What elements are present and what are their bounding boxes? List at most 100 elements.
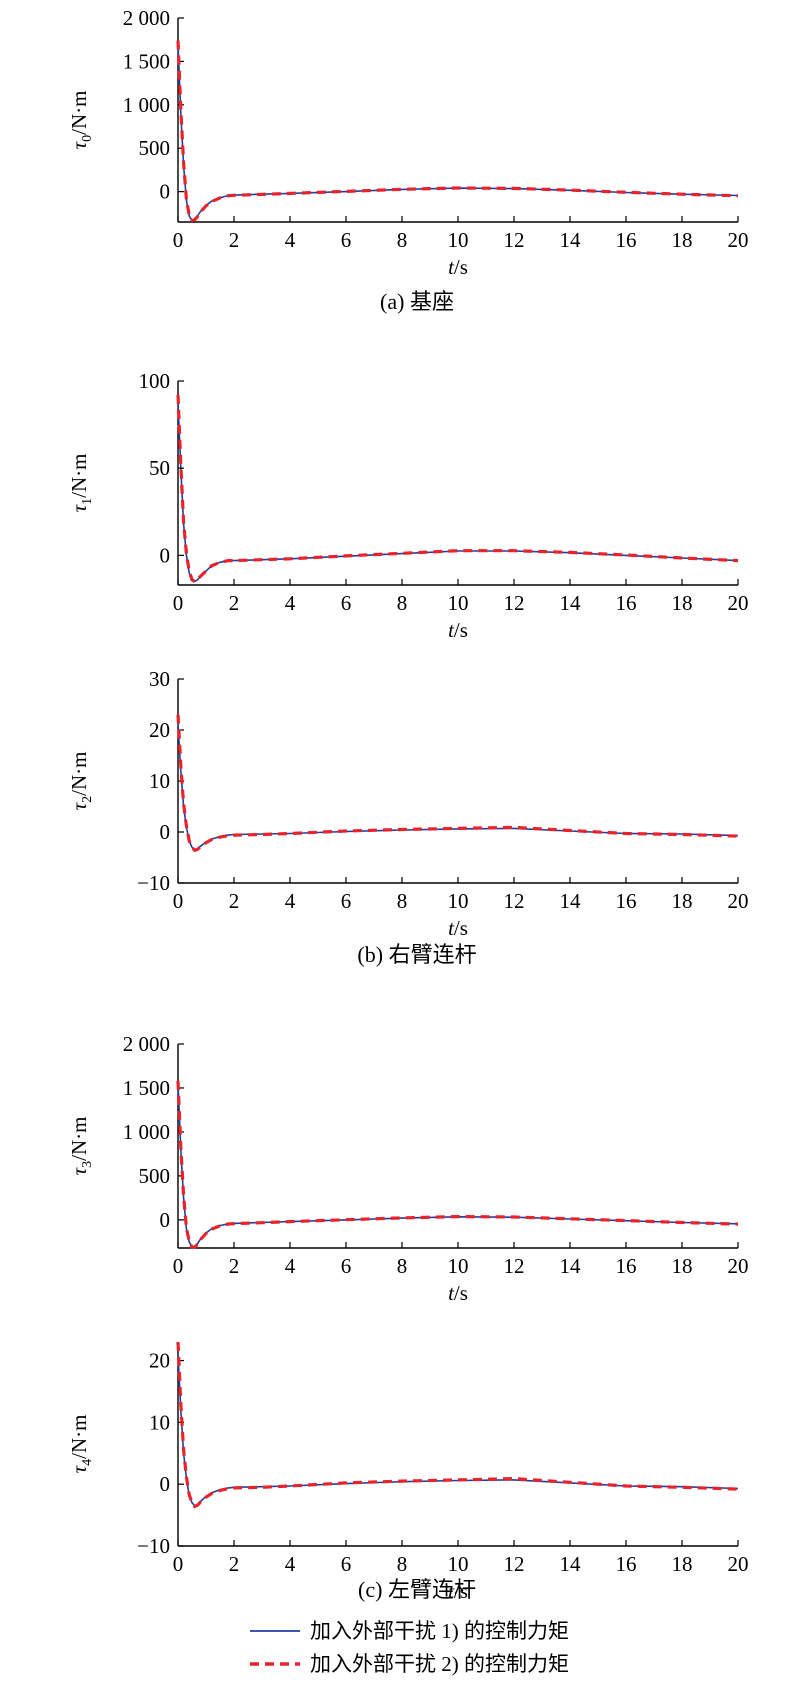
x-tick-label: 8: [397, 1254, 408, 1278]
x-tick-label: 8: [397, 591, 408, 615]
x-tick-label: 2: [229, 228, 240, 252]
y-tick-label: −10: [137, 1534, 170, 1558]
x-tick-label: 0: [173, 889, 184, 913]
x-tick-label: 6: [341, 591, 352, 615]
y-tick-label: 20: [149, 1349, 170, 1373]
x-tick-label: 18: [672, 1254, 693, 1278]
series-line-disturbance-1: [177, 401, 739, 583]
x-tick-label: 10: [448, 1254, 469, 1278]
x-tick-label: 4: [285, 228, 296, 252]
y-tick-label: 1 500: [123, 1076, 170, 1100]
x-tick-label: 14: [560, 1254, 582, 1278]
x-tick-label: 2: [229, 889, 240, 913]
chart-panel-tau1: 0 2 4 6 8 10 12 14 16 18 20 0 50 100 t/s τ1/N·m: [67, 369, 749, 642]
y-tick-label: 500: [139, 136, 171, 160]
x-tick-label: 10: [448, 228, 469, 252]
legend: 加入外部干扰 1) 的控制力矩 加入外部干扰 2) 的控制力矩: [250, 1619, 569, 1676]
x-tick-label: 20: [728, 591, 749, 615]
x-axis-label: t/s: [448, 916, 468, 940]
series-line-disturbance-2: [176, 1080, 739, 1249]
x-tick-label: 6: [341, 1552, 352, 1576]
caption-b: (b) 右臂连杆: [357, 942, 476, 967]
caption-a: (a) 基座: [380, 289, 454, 314]
series-line-disturbance-2: [176, 40, 739, 223]
series-line-disturbance-2: [176, 1341, 739, 1509]
y-axis-label: τ1/N·m: [67, 454, 95, 513]
x-tick-label: 10: [448, 889, 469, 913]
x-tick-label: 12: [504, 1552, 525, 1576]
y-tick-label: 50: [149, 456, 170, 480]
x-tick-label: 6: [341, 889, 352, 913]
series-line-disturbance-1: [177, 724, 739, 851]
x-tick-label: 16: [616, 1552, 637, 1576]
series-line-disturbance-1: [177, 1083, 739, 1248]
legend-label-series1: 加入外部干扰 1) 的控制力矩: [310, 1619, 569, 1643]
x-axis-label: t/s: [448, 618, 468, 642]
x-tick-label: 14: [560, 1552, 582, 1576]
x-tick-label: 20: [728, 228, 749, 252]
x-tick-label: 4: [285, 889, 296, 913]
x-tick-label: 0: [173, 1552, 184, 1576]
x-tick-label: 14: [560, 591, 582, 615]
x-tick-label: 6: [341, 228, 352, 252]
y-axis-label: τ4/N·m: [67, 1415, 95, 1474]
x-tick-label: 14: [560, 228, 582, 252]
x-tick-label: 20: [728, 1254, 749, 1278]
y-tick-label: 0: [160, 820, 171, 844]
y-tick-label: 500: [139, 1164, 171, 1188]
caption-c: (c) 左臂连杆: [358, 1577, 476, 1602]
series-line-disturbance-2: [176, 714, 739, 853]
x-tick-label: 0: [173, 1254, 184, 1278]
x-tick-label: 0: [173, 228, 184, 252]
x-tick-label: 2: [229, 1254, 240, 1278]
x-tick-label: 4: [285, 591, 296, 615]
x-tick-label: 14: [560, 889, 582, 913]
x-axis-label: t/s: [448, 1579, 468, 1603]
x-tick-label: 16: [616, 591, 637, 615]
x-tick-label: 8: [397, 889, 408, 913]
y-tick-label: 0: [160, 1472, 171, 1496]
y-tick-label: 0: [160, 180, 171, 204]
y-axis-label: τ2/N·m: [67, 752, 95, 811]
y-tick-label: 20: [149, 718, 170, 742]
x-axis-label: t/s: [448, 1281, 468, 1305]
x-axis-label: t/s: [448, 255, 468, 279]
x-tick-label: 12: [504, 889, 525, 913]
x-tick-label: 18: [672, 1552, 693, 1576]
y-tick-label: 30: [149, 667, 170, 691]
x-tick-label: 10: [448, 591, 469, 615]
y-tick-label: 100: [139, 369, 171, 393]
x-tick-label: 18: [672, 228, 693, 252]
x-tick-label: 16: [616, 228, 637, 252]
x-tick-label: 16: [616, 889, 637, 913]
y-tick-label: 2 000: [123, 6, 170, 30]
y-tick-label: 0: [160, 1208, 171, 1232]
x-tick-label: 4: [285, 1254, 296, 1278]
x-tick-label: 18: [672, 591, 693, 615]
y-tick-label: 2 000: [123, 1032, 170, 1056]
y-axis-label: τ0/N·m: [67, 91, 95, 150]
chart-panel-tau0: 0 2 4 6 8 10 12 14 16 18 20 0 500 1 000 1 500 2 000 t/s τ…: [67, 6, 749, 279]
chart-panel-tau3: 0 2 4 6 8 10 12 14 16 18 20 0 500 1 000 1 500 2 000 t/s τ…: [67, 1032, 749, 1305]
y-tick-label: 1 000: [123, 1120, 170, 1144]
series-line-disturbance-2: [176, 394, 739, 584]
series-line-disturbance-1: [177, 1354, 739, 1507]
y-axis-label: τ3/N·m: [67, 1117, 95, 1176]
x-tick-label: 10: [448, 1552, 469, 1576]
x-tick-label: 16: [616, 1254, 637, 1278]
y-tick-label: 1 500: [123, 49, 170, 73]
x-tick-label: 12: [504, 1254, 525, 1278]
y-tick-label: −10: [137, 871, 170, 895]
legend-label-series2: 加入外部干扰 2) 的控制力矩: [310, 1652, 569, 1676]
x-tick-label: 8: [397, 228, 408, 252]
x-tick-label: 0: [173, 591, 184, 615]
x-tick-label: 18: [672, 889, 693, 913]
x-tick-label: 20: [728, 889, 749, 913]
x-tick-label: 12: [504, 591, 525, 615]
x-tick-label: 2: [229, 591, 240, 615]
x-tick-label: 8: [397, 1552, 408, 1576]
x-tick-label: 20: [728, 1552, 749, 1576]
y-tick-label: 0: [160, 543, 171, 567]
